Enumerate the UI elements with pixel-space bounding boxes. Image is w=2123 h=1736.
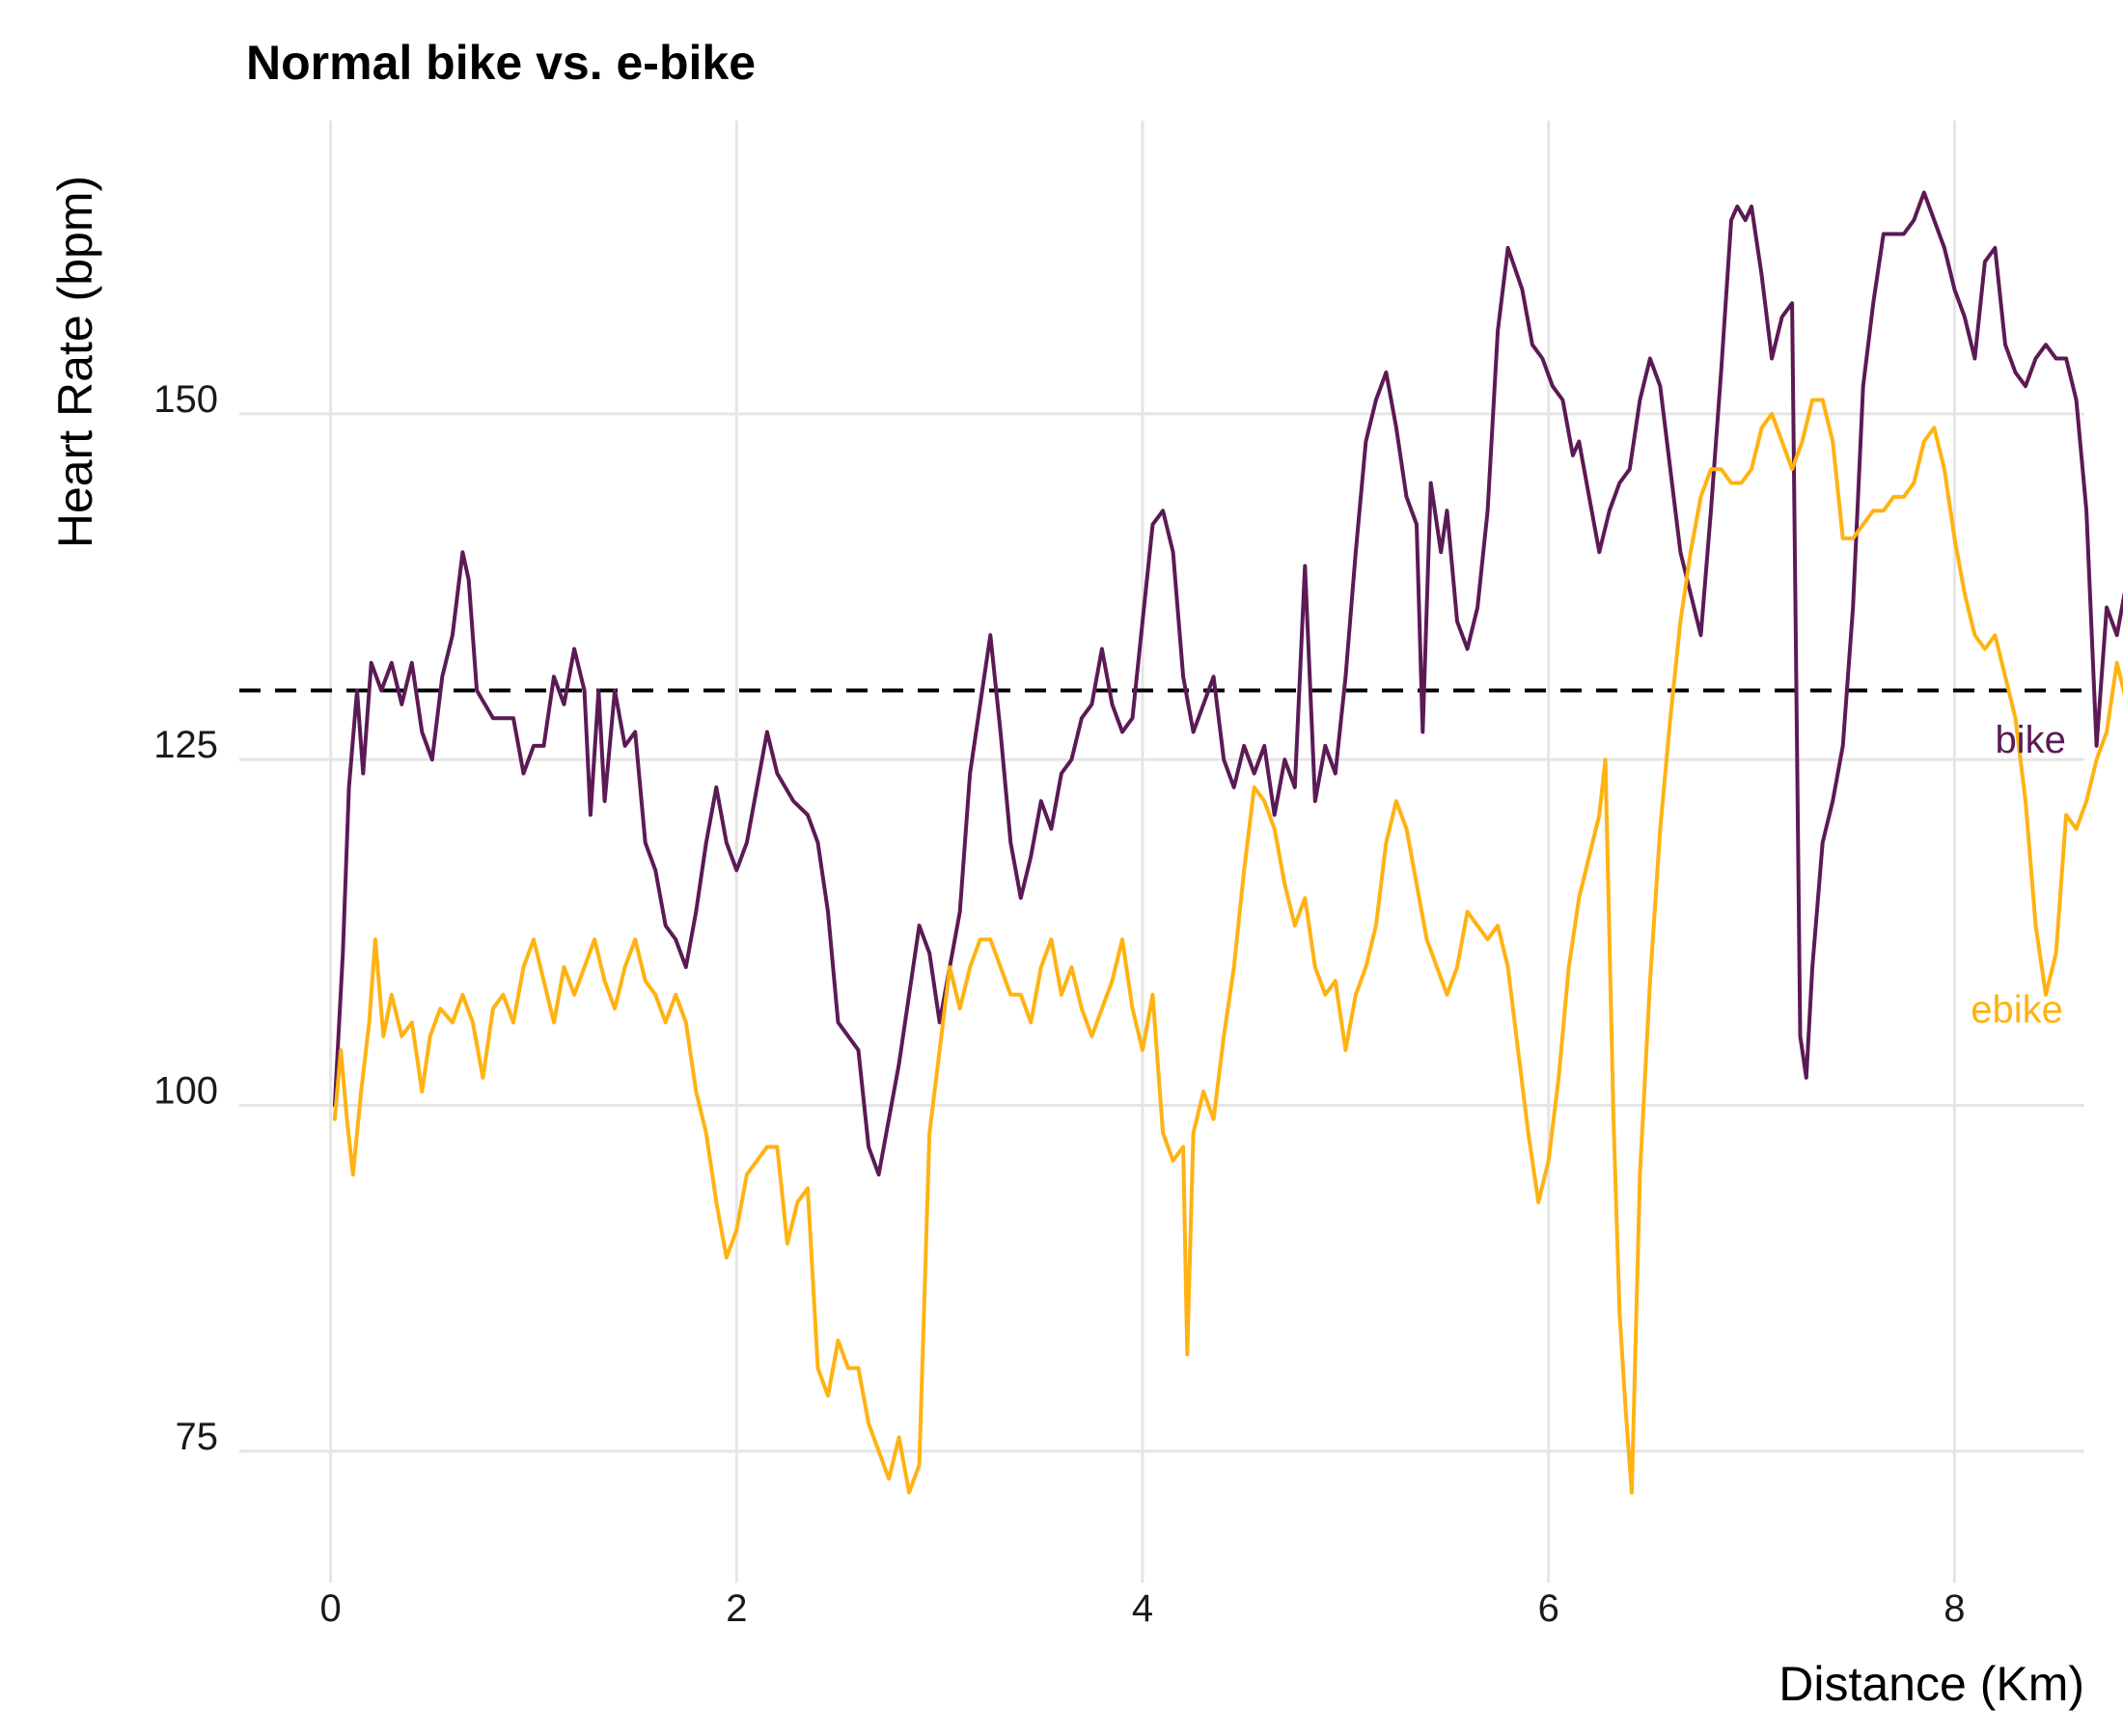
y-tick-label: 75	[176, 1416, 219, 1458]
y-tick-label: 150	[153, 378, 218, 421]
series-line-ebike	[332, 398, 2123, 1495]
series-line-bike	[332, 190, 2123, 1177]
x-tick-label: 0	[320, 1587, 342, 1630]
series-label-ebike: ebike	[1971, 989, 2063, 1032]
x-tick-label: 6	[1538, 1587, 1559, 1630]
x-axis-title: Distance (Km)	[1778, 1657, 2084, 1711]
grid	[239, 121, 2084, 1583]
series-lines	[332, 190, 2123, 1495]
chart-title: Normal bike vs. e-bike	[246, 36, 756, 90]
x-tick-label: 2	[726, 1587, 747, 1630]
y-tick-label: 100	[153, 1070, 218, 1113]
series-labels: bike ebike	[1971, 719, 2066, 1031]
series-label-bike: bike	[1995, 719, 2065, 761]
y-axis-title: Heart Rate (bpm)	[48, 176, 102, 548]
x-tick-label: 8	[1944, 1587, 1965, 1630]
y-tick-label: 125	[153, 724, 218, 766]
tick-labels: 0 2 4 6 8 75 100 125 150	[153, 378, 1965, 1630]
x-tick-label: 4	[1132, 1587, 1153, 1630]
